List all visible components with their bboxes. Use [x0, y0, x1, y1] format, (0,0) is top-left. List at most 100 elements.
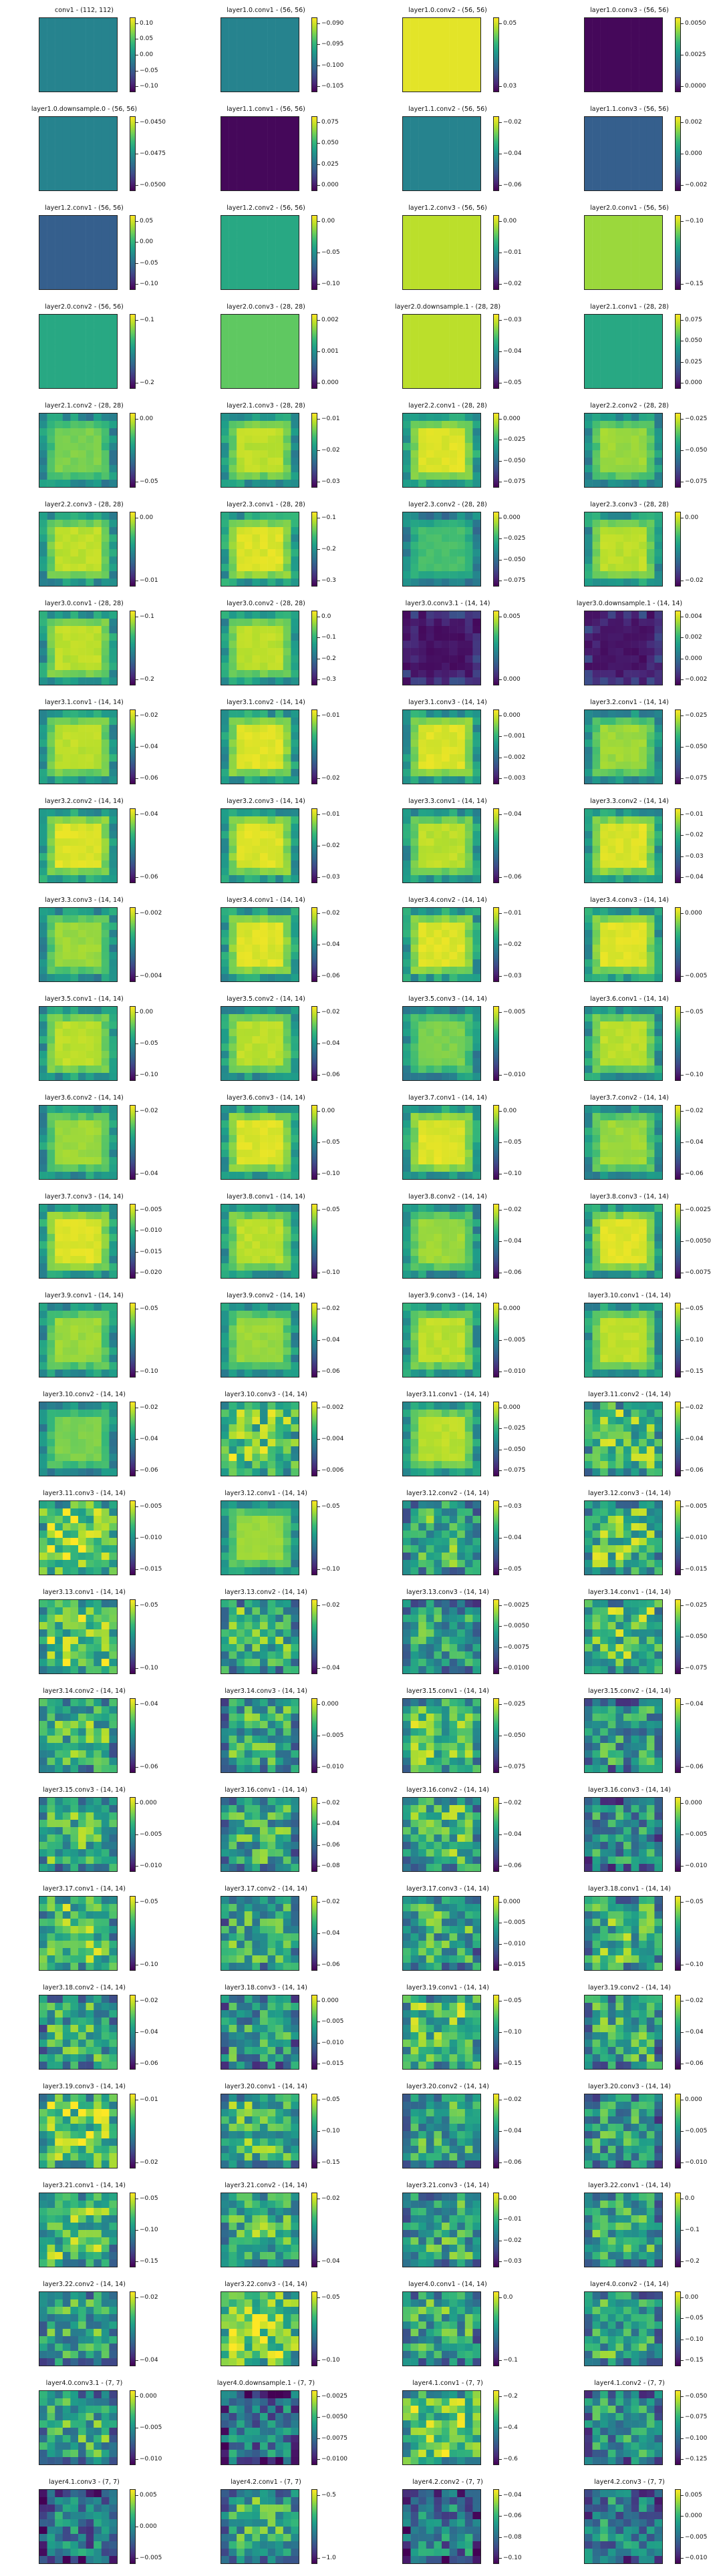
heatmap-cell: [426, 253, 434, 261]
heatmap-cell: [410, 124, 419, 132]
heatmap-cell: [631, 1058, 639, 1066]
colorbar: [130, 215, 136, 290]
heatmap-cell: [252, 923, 261, 931]
heatmap-cell: [403, 769, 411, 777]
heatmap-cell: [221, 33, 229, 41]
heatmap-cell: [410, 146, 419, 154]
heatmap-cell: [94, 216, 102, 224]
heatmap-cell: [86, 670, 94, 678]
heatmap-cell: [78, 84, 86, 92]
heatmap-cell: [109, 238, 117, 246]
heatmap-cell: [410, 908, 419, 916]
heatmap-cell: [585, 512, 593, 520]
heatmap-cell: [291, 1014, 299, 1022]
heatmap-cell: [283, 443, 291, 451]
heatmap-cell: [600, 915, 609, 923]
heatmap-cell: [291, 611, 299, 619]
heatmap-cell: [244, 414, 253, 422]
heatmap-cell: [62, 414, 71, 422]
heatmap-cell: [47, 55, 55, 63]
heatmap-cell: [449, 436, 458, 444]
heatmap-cell: [631, 556, 639, 565]
heatmap-cell: [607, 619, 616, 627]
heatmap-cell: [78, 472, 86, 480]
heatmap-cell: [403, 952, 411, 960]
heatmap-cell: [592, 154, 601, 162]
heatmap-cell: [47, 809, 55, 817]
heatmap-cell: [623, 732, 631, 740]
heatmap-cell: [585, 725, 593, 733]
heatmap-cell: [237, 641, 245, 649]
heatmap-cell: [585, 33, 593, 41]
heatmap-cell: [585, 168, 593, 176]
heatmap-cell: [410, 655, 419, 663]
heatmap-cell: [631, 366, 639, 374]
heatmap-cell: [47, 176, 55, 184]
heatmap-cell: [109, 124, 117, 132]
heatmap-cell: [86, 512, 94, 520]
colorbar-tick-label: 0.000: [499, 514, 521, 521]
heatmap-cell: [291, 1172, 299, 1179]
heatmap-cell: [426, 648, 434, 656]
heatmap-cell: [39, 619, 47, 627]
heatmap-cell: [62, 937, 71, 945]
heatmap-svg: [403, 512, 480, 586]
heatmap-cell: [464, 139, 473, 147]
colorbar-tick-label: −0.095: [317, 41, 344, 48]
heatmap-cell: [464, 853, 473, 861]
heatmap-cell: [615, 677, 624, 685]
heatmap-cell: [55, 154, 63, 162]
heatmap-cell: [457, 534, 466, 542]
heatmap-cell: [55, 816, 63, 824]
heatmap-cell: [418, 747, 427, 755]
heatmap-cell: [464, 824, 473, 832]
heatmap-cell: [457, 717, 466, 726]
heatmap-cell: [442, 183, 450, 190]
heatmap-cell: [639, 1043, 647, 1052]
heatmap-cell: [615, 329, 624, 337]
heatmap-cell: [39, 366, 47, 374]
heatmap-cell: [631, 183, 639, 190]
heatmap-cell: [275, 373, 284, 381]
heatmap-cell: [607, 183, 616, 190]
heatmap-cell: [101, 124, 110, 132]
heatmap-cell: [252, 260, 261, 268]
heatmap-cell: [426, 139, 434, 147]
heatmap-cell: [55, 267, 63, 275]
heatmap-cell: [94, 275, 102, 283]
heatmap-cell: [237, 275, 245, 283]
heatmap-cell: [252, 626, 261, 634]
heatmap-cell: [615, 1036, 624, 1044]
heatmap-cell: [585, 824, 593, 832]
heatmap-cell: [418, 915, 427, 923]
heatmap-cell: [592, 641, 601, 649]
heatmap-cell: [244, 1164, 253, 1172]
heatmap-cell: [639, 747, 647, 755]
heatmap-cell: [426, 831, 434, 839]
heatmap-cell: [86, 161, 94, 169]
heatmap-cell: [275, 974, 284, 981]
heatmap-cell: [457, 527, 466, 535]
heatmap-cell: [639, 450, 647, 458]
heatmap-cell: [260, 1113, 268, 1121]
heatmap-cell: [94, 824, 102, 832]
heatmap-cell: [403, 556, 411, 565]
heatmap-cell: [55, 216, 63, 224]
heatmap-cell: [592, 838, 601, 846]
heatmap-cell: [623, 868, 631, 876]
heatmap-cell: [94, 641, 102, 649]
heatmap-cell: [631, 267, 639, 275]
heatmap-cell: [646, 655, 655, 663]
heatmap-cell: [62, 633, 71, 641]
heatmap-cell: [244, 69, 253, 77]
heatmap-cell: [442, 366, 450, 374]
heatmap-cell: [109, 1036, 117, 1044]
heatmap-cell: [39, 579, 47, 586]
heatmap-cell: [252, 84, 261, 92]
heatmap-cell: [654, 853, 662, 861]
heatmap-cell: [252, 571, 261, 579]
heatmap-svg: [39, 414, 117, 487]
colorbar-tick-label: −0.06: [499, 874, 522, 881]
heatmap-cell: [291, 542, 299, 550]
heatmap-cell: [592, 33, 601, 41]
